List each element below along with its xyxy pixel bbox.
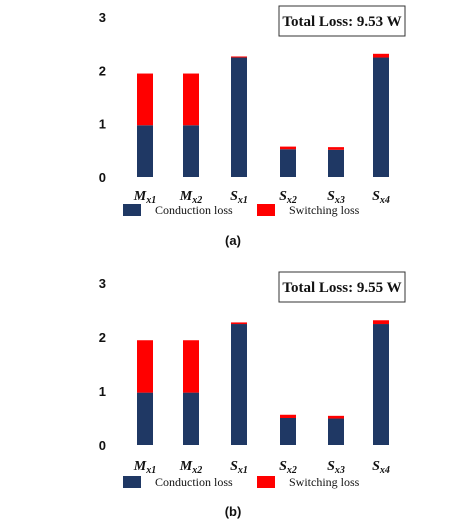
x-tick-label: Mx1 bbox=[133, 459, 156, 476]
chart-panel-2: 0 1 2 3 Mx1 Mx2 Sx1 Sx2 Sx3 Sx4 Conduction loss Swi… bbox=[99, 271, 406, 519]
bar-switching bbox=[373, 53, 389, 58]
total-loss-text: Total Loss: 9.55 W bbox=[282, 280, 401, 296]
legend-label: Switching loss bbox=[289, 475, 360, 489]
bar-conduction bbox=[280, 149, 296, 177]
x-tick-label: Sx3 bbox=[327, 189, 345, 206]
bar-switching bbox=[328, 415, 344, 419]
x-tick-label: Mx2 bbox=[179, 459, 202, 476]
x-tick-label: Sx1 bbox=[230, 459, 248, 476]
bar-conduction bbox=[137, 125, 153, 177]
total-loss-box bbox=[278, 271, 406, 303]
panel-label: (b) bbox=[225, 504, 242, 519]
bar-conduction bbox=[280, 418, 296, 445]
panel-label: (a) bbox=[225, 233, 241, 248]
y-tick-label: 3 bbox=[99, 276, 106, 291]
x-tick-label: Sx1 bbox=[230, 189, 248, 206]
bar-switching bbox=[280, 414, 296, 418]
bar-conduction bbox=[183, 392, 199, 445]
legend-swatch bbox=[123, 476, 141, 488]
legend-label: Conduction loss bbox=[155, 203, 233, 217]
bar-switching bbox=[231, 56, 247, 58]
bar-switching bbox=[231, 322, 247, 325]
bar-conduction bbox=[231, 57, 247, 177]
y-tick-label: 0 bbox=[99, 438, 106, 453]
x-tick-label: Sx2 bbox=[279, 459, 297, 476]
x-tick-label: Sx4 bbox=[372, 459, 390, 476]
bar-conduction bbox=[373, 57, 389, 177]
bar-conduction bbox=[183, 125, 199, 177]
bar-switching bbox=[373, 320, 389, 325]
bar-conduction bbox=[231, 324, 247, 445]
x-tick-label: Sx2 bbox=[279, 189, 297, 206]
bar-conduction bbox=[137, 392, 153, 445]
y-tick-label: 1 bbox=[99, 117, 106, 132]
legend-swatch bbox=[257, 204, 275, 216]
bar-switching bbox=[183, 73, 199, 126]
y-tick-label: 2 bbox=[99, 330, 106, 345]
total-loss-box bbox=[278, 5, 406, 37]
bar-switching bbox=[328, 147, 344, 150]
x-tick-label: Mx1 bbox=[133, 189, 156, 206]
legend-label: Conduction loss bbox=[155, 475, 233, 489]
x-tick-label: Sx4 bbox=[372, 189, 390, 206]
bar-switching bbox=[183, 340, 199, 393]
bar-switching bbox=[280, 146, 296, 150]
legend-swatch bbox=[123, 204, 141, 216]
bar-conduction bbox=[328, 149, 344, 177]
legend-label: Switching loss bbox=[289, 203, 360, 217]
y-tick-label: 2 bbox=[99, 63, 106, 78]
bar-switching bbox=[137, 340, 153, 393]
bar-conduction bbox=[373, 324, 389, 445]
bar-switching bbox=[137, 73, 153, 126]
x-tick-label: Mx2 bbox=[179, 189, 202, 206]
x-tick-label: Sx3 bbox=[327, 459, 345, 476]
legend-swatch bbox=[257, 476, 275, 488]
total-loss-text: Total Loss: 9.53 W bbox=[282, 14, 401, 30]
y-tick-label: 3 bbox=[99, 10, 106, 25]
y-tick-label: 1 bbox=[99, 384, 106, 399]
bar-conduction bbox=[328, 418, 344, 445]
y-tick-label: 0 bbox=[99, 170, 106, 185]
chart-panel-1: 0 1 2 3 Mx1 Mx2 Sx1 Sx2 Sx3 Sx4 Conduction loss Swi… bbox=[99, 5, 406, 248]
